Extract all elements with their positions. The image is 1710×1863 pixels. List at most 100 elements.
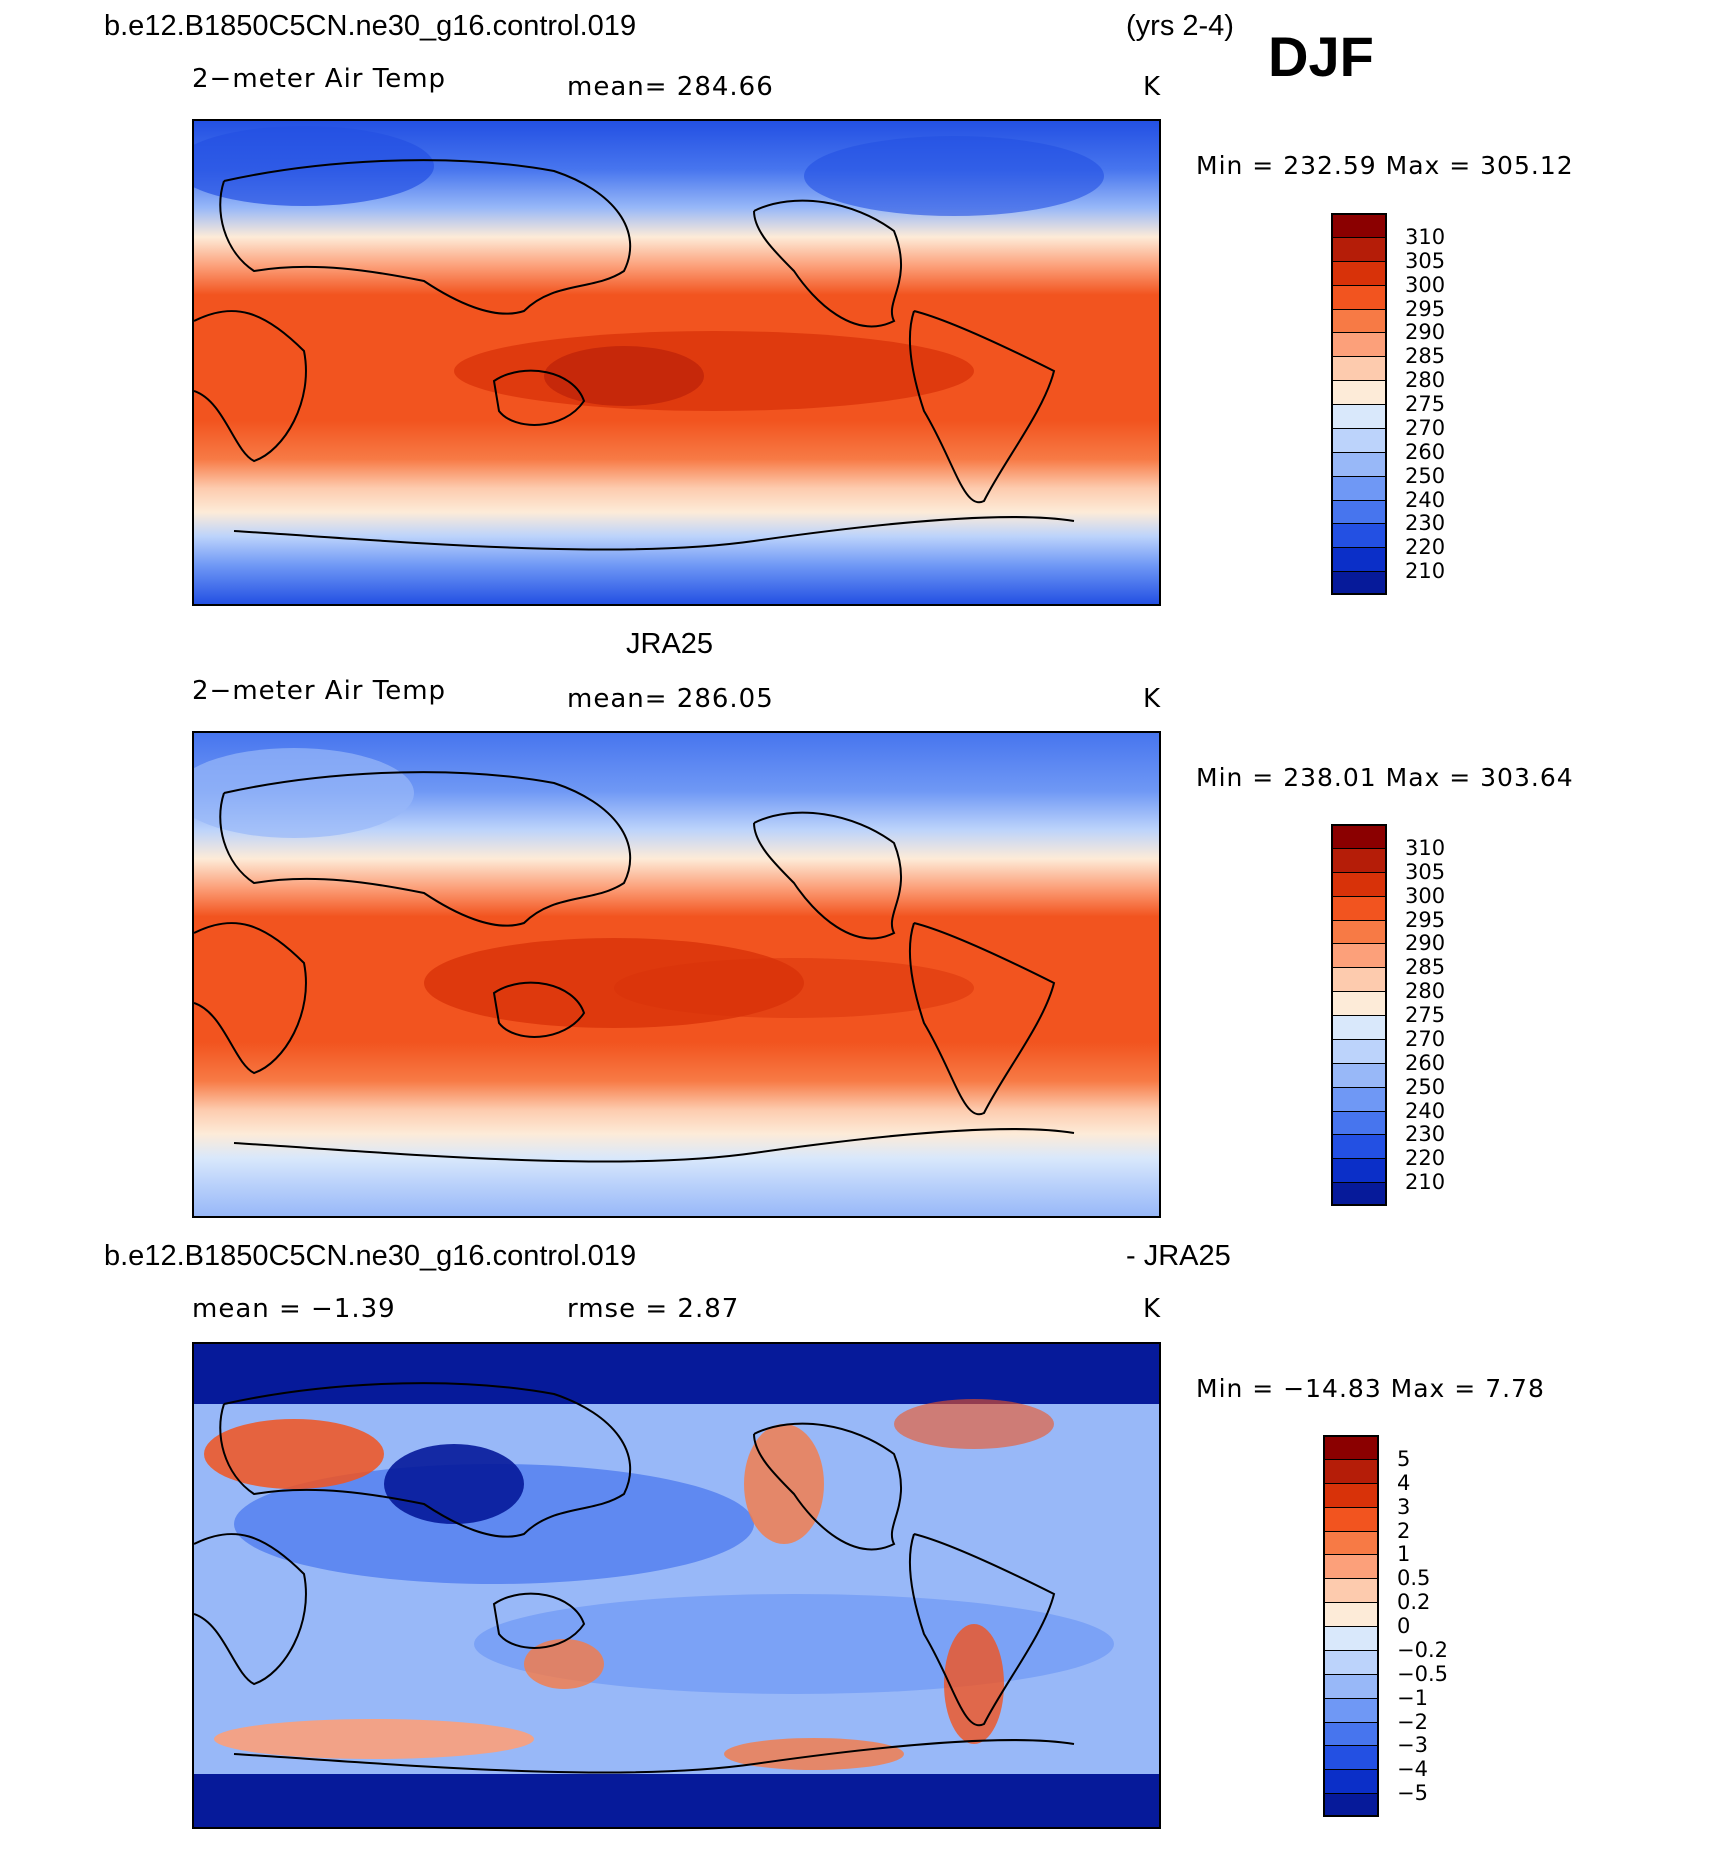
colorbar-swatch bbox=[1331, 1038, 1387, 1064]
colorbar-tick-label: 3 bbox=[1397, 1494, 1411, 1519]
colorbar-tick-label: 275 bbox=[1405, 392, 1446, 416]
panel1-minmax: Min = 232.59 Max = 305.12 bbox=[1196, 151, 1574, 180]
colorbar-swatch bbox=[1323, 1458, 1379, 1484]
colorbar-swatch bbox=[1331, 824, 1387, 849]
colorbar-swatch bbox=[1323, 1506, 1379, 1532]
panel3-map-svg bbox=[194, 1344, 1159, 1827]
colorbar-tick-label: 220 bbox=[1405, 535, 1446, 560]
colorbar-tick-label: 210 bbox=[1405, 1170, 1446, 1195]
colorbar-swatch bbox=[1331, 919, 1387, 945]
colorbar-tick-label: −0.2 bbox=[1397, 1637, 1448, 1662]
colorbar-tick-label: 210 bbox=[1405, 559, 1446, 584]
colorbar-swatch bbox=[1331, 1110, 1387, 1136]
colorbar-tick-label: 310 bbox=[1405, 224, 1446, 249]
panel2-variable: 2−meter Air Temp bbox=[192, 676, 447, 706]
colorbar-tick-label: 260 bbox=[1405, 439, 1446, 464]
panel3-units: K bbox=[1143, 1294, 1162, 1324]
colorbar-swatch bbox=[1323, 1626, 1379, 1651]
colorbar-swatch bbox=[1331, 236, 1387, 262]
colorbar-tick-label: 300 bbox=[1405, 272, 1446, 297]
colorbar-swatch bbox=[1331, 1062, 1387, 1088]
colorbar-swatch bbox=[1331, 1182, 1387, 1206]
case-name-title: b.e12.B1850C5CN.ne30_g16.control.019 bbox=[104, 10, 637, 42]
colorbar-tick-label: −2 bbox=[1397, 1709, 1428, 1734]
colorbar-swatch bbox=[1331, 571, 1387, 595]
colorbar-tick-label: 300 bbox=[1405, 883, 1446, 908]
colorbar-tick-label: 240 bbox=[1405, 487, 1446, 512]
colorbar-swatch bbox=[1331, 1015, 1387, 1040]
panel2-colorbar: 310 305 300 295 290 285 280 275 270 260 250 240 230 2… bbox=[1331, 824, 1445, 1206]
colorbar-tick-label: 280 bbox=[1405, 368, 1446, 393]
colorbar-swatch bbox=[1331, 967, 1387, 993]
colorbar-tick-label: 270 bbox=[1405, 415, 1446, 440]
colorbar-tick-label: −0.5 bbox=[1397, 1661, 1448, 1686]
season-label: DJF bbox=[1268, 25, 1374, 88]
panel3-title-left: b.e12.B1850C5CN.ne30_g16.control.019 bbox=[104, 1240, 637, 1272]
colorbar-tick-label: 290 bbox=[1405, 931, 1446, 956]
colorbar-tick-label: 290 bbox=[1405, 320, 1446, 345]
colorbar-tick-label: 250 bbox=[1405, 1074, 1446, 1099]
colorbar-swatch bbox=[1323, 1602, 1379, 1627]
panel1-coastlines bbox=[194, 159, 1075, 551]
colorbar-tick-label: 295 bbox=[1405, 296, 1446, 321]
years-label: (yrs 2-4) bbox=[1126, 10, 1234, 42]
colorbar-tick-label: 0.5 bbox=[1397, 1566, 1431, 1591]
colorbar-tick-label: −1 bbox=[1397, 1685, 1428, 1710]
colorbar-swatch bbox=[1323, 1673, 1379, 1699]
colorbar-tick-label: −4 bbox=[1397, 1757, 1428, 1782]
colorbar-swatch bbox=[1323, 1793, 1379, 1817]
colorbar-swatch bbox=[1331, 871, 1387, 897]
panel1-variable: 2−meter Air Temp bbox=[192, 64, 447, 94]
colorbar-swatch bbox=[1323, 1554, 1379, 1580]
colorbar-tick-label: 230 bbox=[1405, 1122, 1446, 1147]
colorbar-tick-label: 310 bbox=[1405, 835, 1446, 860]
colorbar-swatch bbox=[1331, 427, 1387, 453]
panel3-rmse: rmse = 2.87 bbox=[567, 1294, 740, 1324]
panel1-mean: mean= 284.66 bbox=[567, 72, 774, 102]
colorbar-tick-label: 0 bbox=[1397, 1614, 1411, 1638]
colorbar-swatch bbox=[1331, 380, 1387, 405]
colorbar-swatch bbox=[1331, 475, 1387, 501]
colorbar-swatch bbox=[1331, 356, 1387, 382]
colorbar-tick-label: 0.2 bbox=[1397, 1590, 1431, 1615]
colorbar-swatch bbox=[1331, 943, 1387, 969]
panel3-coastlines bbox=[194, 1382, 1075, 1774]
colorbar-swatch bbox=[1331, 332, 1387, 358]
colorbar-swatch bbox=[1331, 1158, 1387, 1184]
colorbar-swatch bbox=[1331, 547, 1387, 573]
panel1-map bbox=[192, 119, 1161, 606]
colorbar-tick-label: −5 bbox=[1397, 1781, 1428, 1806]
colorbar-tick-label: 280 bbox=[1405, 979, 1446, 1004]
colorbar-swatch bbox=[1323, 1769, 1379, 1795]
panel2-map bbox=[192, 731, 1161, 1218]
panel1-colorbar: 310 305 300 295 290 285 280 275 270 260 250 240 230 2… bbox=[1331, 213, 1445, 595]
colorbar-tick-label: 230 bbox=[1405, 511, 1446, 536]
colorbar-swatch bbox=[1323, 1697, 1379, 1723]
panel2-minmax: Min = 238.01 Max = 303.64 bbox=[1196, 763, 1574, 792]
colorbar-swatch bbox=[1323, 1578, 1379, 1604]
panel3-colorbar: 5 4 3 2 1 0.5 0.2 0 −0.2 −0.5 −1 −2 −3 −4 −5 bbox=[1323, 1435, 1448, 1817]
colorbar-tick-label: 305 bbox=[1405, 859, 1446, 884]
colorbar-swatch bbox=[1331, 1086, 1387, 1112]
colorbar-tick-label: 260 bbox=[1405, 1050, 1446, 1075]
colorbar-swatch bbox=[1331, 499, 1387, 525]
colorbar-swatch bbox=[1323, 1530, 1379, 1556]
colorbar-swatch bbox=[1323, 1435, 1379, 1460]
panel2-coastlines bbox=[194, 771, 1075, 1163]
colorbar-tick-label: 285 bbox=[1405, 344, 1446, 369]
panel3-mean: mean = −1.39 bbox=[192, 1294, 396, 1324]
colorbar-swatch bbox=[1323, 1482, 1379, 1508]
colorbar-swatch bbox=[1323, 1649, 1379, 1675]
panel3-map bbox=[192, 1342, 1161, 1829]
colorbar-tick-label: 5 bbox=[1397, 1446, 1411, 1471]
colorbar-swatch bbox=[1331, 451, 1387, 477]
colorbar-tick-label: 1 bbox=[1397, 1542, 1411, 1567]
panel2-map-svg bbox=[194, 733, 1159, 1216]
colorbar-swatch bbox=[1331, 523, 1387, 549]
colorbar-tick-label: 4 bbox=[1397, 1470, 1411, 1495]
colorbar-tick-label: 240 bbox=[1405, 1098, 1446, 1123]
colorbar-swatch bbox=[1331, 847, 1387, 873]
colorbar-swatch bbox=[1331, 260, 1387, 286]
colorbar-tick-label: 250 bbox=[1405, 463, 1446, 488]
panel1-units: K bbox=[1143, 72, 1162, 102]
